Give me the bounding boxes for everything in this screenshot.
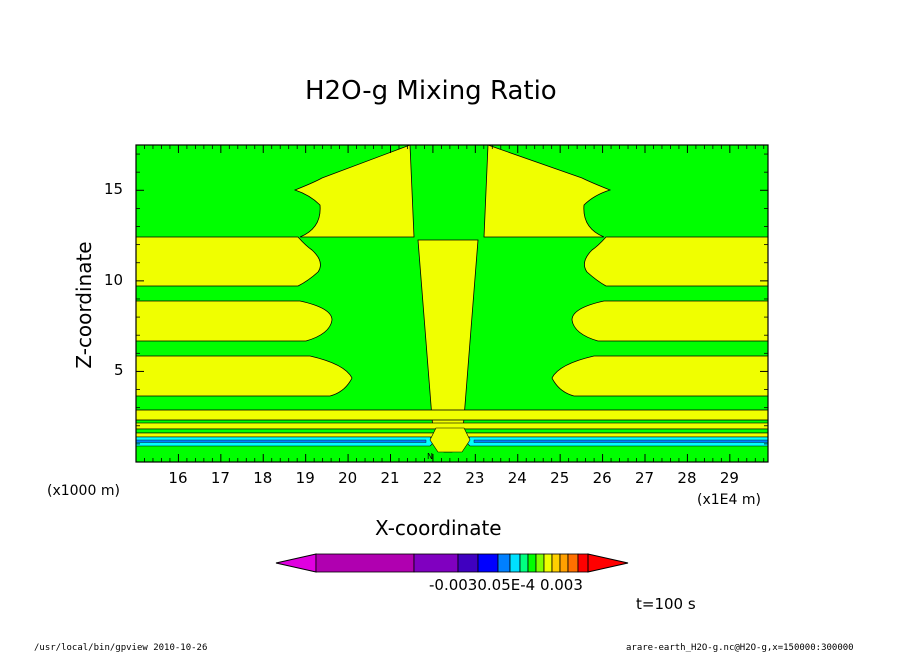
colorbar-segment: [577, 553, 589, 573]
time-label: t=100 s: [636, 595, 696, 613]
contour-band-3-right: [571, 300, 768, 342]
contour-central-bottom: [429, 427, 471, 453]
x-tick-label: 20: [338, 469, 358, 487]
footer-right: arare-earth_H2O-g.nc@H2O-g,x=150000:3000…: [626, 643, 854, 653]
x-tick-label: 25: [550, 469, 570, 487]
y-tick-marks: [136, 153, 768, 445]
colorbar-segment: [315, 553, 415, 573]
x-axis-label: X-coordinate: [375, 516, 502, 540]
plot-frame: [135, 144, 769, 463]
colorbar-segment: [567, 553, 579, 573]
colorbar-segment: [559, 553, 569, 573]
contour-band-top: [293, 145, 415, 238]
colorbar-labels: -0.0030.05E-4 0.003: [429, 576, 583, 594]
x-tick-label: 29: [719, 469, 739, 487]
x-tick-label: 16: [168, 469, 188, 487]
contour-band-2-right: [584, 236, 768, 287]
x-unit-label: (x1E4 m): [697, 492, 761, 508]
x-tick-label: 17: [210, 469, 230, 487]
contour-band-darkblue-left: [136, 439, 427, 443]
colorbar-max-arrow: [587, 553, 629, 573]
x-tick-label: 21: [380, 469, 400, 487]
colorbar-segment: [509, 553, 521, 573]
near-surface-marker: N: [427, 452, 433, 461]
y-tick-label: 5: [114, 361, 124, 380]
x-tick-label: 18: [253, 469, 273, 487]
x-tick-label: 24: [507, 469, 527, 487]
footer-left: /usr/local/bin/gpview 2010-10-26: [34, 643, 208, 653]
y-unit-label: (x1000 m): [47, 483, 120, 499]
colorbar-segment: [543, 553, 553, 573]
contour-band-4-left: [136, 355, 353, 397]
colorbar-segment: [497, 553, 511, 573]
y-axis-label: Z-coordinate: [72, 241, 96, 369]
contour-band-3-left: [136, 300, 333, 342]
colorbar-min-arrow: [275, 553, 317, 573]
contour-band-5: [136, 409, 768, 421]
x-tick-label: 23: [465, 469, 485, 487]
x-tick-marks: [144, 145, 765, 462]
x-tick-label: 27: [634, 469, 655, 487]
y-tick-label: 10: [104, 270, 124, 289]
contour-band-2-left: [136, 236, 321, 287]
colorbar-segment: [413, 553, 459, 573]
colorbar-segment: [527, 553, 537, 573]
colorbar: [275, 553, 629, 573]
colorbar-segment: [477, 553, 499, 573]
contour-band-4-right: [551, 355, 768, 397]
x-tick-label: 22: [422, 469, 442, 487]
contour-band-top-right: [483, 145, 612, 238]
colorbar-segment: [519, 553, 529, 573]
y-tick-label: 15: [104, 180, 124, 199]
x-tick-label: 26: [592, 469, 612, 487]
colorbar-segment: [457, 553, 479, 573]
colorbar-segment: [551, 553, 561, 573]
colorbar-segment: [535, 553, 545, 573]
x-tick-label: 28: [677, 469, 697, 487]
contour-band-darkblue-right: [473, 439, 768, 443]
x-tick-label: 19: [295, 469, 315, 487]
plot-area: [136, 145, 768, 462]
chart-title: H2O-g Mixing Ratio: [305, 76, 557, 106]
